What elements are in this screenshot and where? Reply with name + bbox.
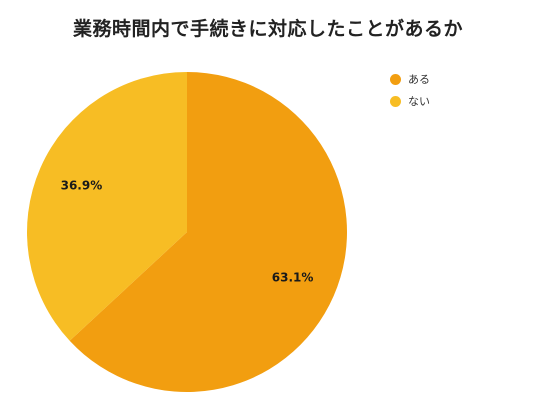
legend-item-nai[interactable]: ない xyxy=(390,90,430,112)
legend-swatch-nai xyxy=(390,95,401,107)
legend-label-nai: ない xyxy=(408,95,430,108)
pie-slice-label-1: 36.9% xyxy=(61,178,103,192)
pie-slice-0[interactable] xyxy=(69,72,348,393)
legend-label-aru: ある xyxy=(408,73,430,86)
legend-swatch-aru xyxy=(390,73,401,85)
legend: ある ない xyxy=(390,68,430,112)
pie-slice-1[interactable] xyxy=(27,72,188,341)
chart-title: 業務時間内で手続きに対応したことがあるか xyxy=(72,18,463,40)
legend-item-aru[interactable]: ある xyxy=(390,68,430,90)
pie-slice-label-0: 63.1% xyxy=(272,271,314,285)
